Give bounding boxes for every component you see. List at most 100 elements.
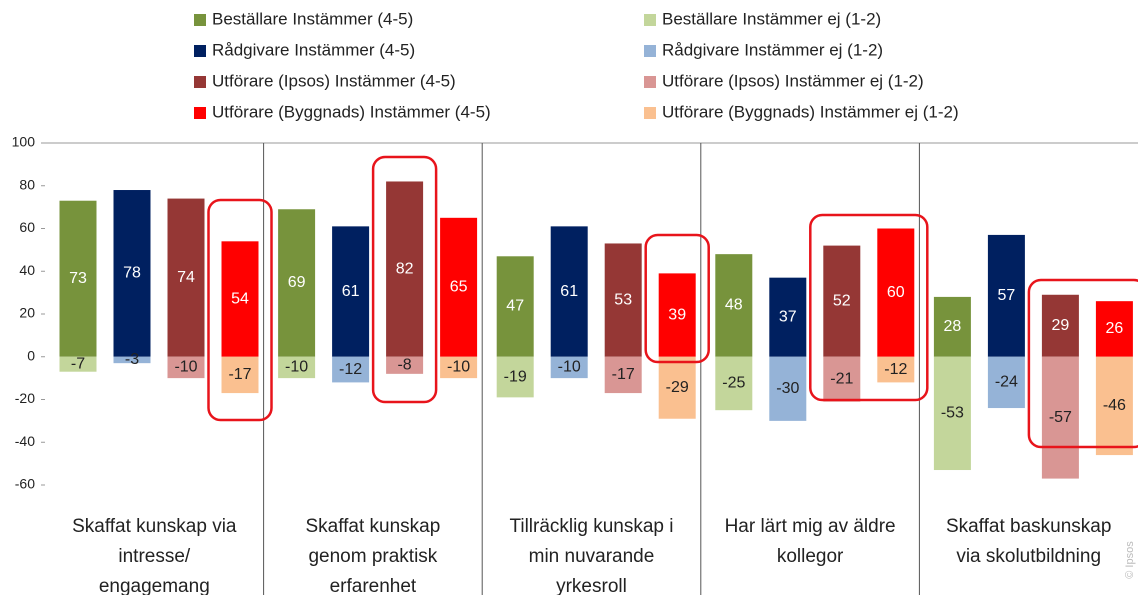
legend-label: Utförare (Byggnads) Instämmer ej (1-2) [662,102,959,121]
data-label: -12 [884,361,907,378]
data-label: -24 [995,374,1018,391]
x-tick-label: Skaffat kunskap genom praktisk erfarenhe… [305,516,441,595]
bar [167,356,205,379]
legend-swatch [644,76,656,88]
data-label: 29 [1052,317,1070,334]
y-tick-label: 40 [19,262,35,278]
x-tick-label: Har lärt mig av äldre kollegor [724,516,896,567]
bar [550,356,588,379]
legend-label: Beställare Instämmer ej (1-2) [662,9,881,28]
data-label: -10 [447,359,470,376]
bar [113,190,151,357]
x-tick-label: Skaffat kunskap via intresse/ engagemang [72,516,237,595]
data-label: 82 [396,260,414,277]
bar [769,277,807,357]
bar [221,356,259,394]
legend-swatch [644,107,656,119]
y-tick-label: -60 [15,476,35,492]
bar [987,356,1025,409]
legend-swatch [194,76,206,88]
data-label: 52 [833,292,851,309]
data-label: -17 [228,366,251,383]
bar [769,356,807,421]
y-tick-label: -20 [15,390,35,406]
y-tick-label: 20 [19,305,35,321]
data-label: 69 [288,274,306,291]
x-tick-label: Tillräcklig kunskap i min nuvarande yrke… [509,516,674,595]
y-tick-label: 0 [27,347,35,363]
highlight-box [644,233,710,364]
bar [987,234,1025,357]
y-tick-label: 60 [19,219,35,235]
bar [167,198,205,357]
bar [658,356,696,419]
data-label: 57 [998,287,1016,304]
data-label: -25 [722,375,745,392]
legend-swatch [194,107,206,119]
bar [113,356,151,364]
bar [877,228,915,357]
data-label: 61 [342,283,360,300]
bar [1041,356,1079,479]
data-label: 61 [560,283,578,300]
data-label: -12 [339,361,362,378]
data-label: 48 [725,297,743,314]
bar [604,356,642,394]
legend-swatch [194,14,206,26]
data-label: 37 [779,308,797,325]
bar [1095,356,1133,456]
bar [386,181,424,357]
data-label: -21 [830,370,853,387]
highlight-box [1027,278,1138,449]
data-label: 73 [69,270,87,287]
data-label: -10 [174,359,197,376]
data-label: 53 [614,291,632,308]
bar [715,254,753,357]
bar [440,356,478,379]
y-tick-label: 100 [12,134,36,150]
highlight-box [371,155,438,404]
data-label: 54 [231,290,249,307]
bar [59,200,97,357]
bar [658,273,696,357]
legend-label: Rådgivare Instämmer (4-5) [212,40,415,59]
bar [604,243,642,357]
bar [715,356,753,411]
legend-label: Utförare (Byggnads) Instämmer (4-5) [212,102,491,121]
bar [278,209,316,357]
bar [823,245,861,357]
legend-swatch [644,14,656,26]
x-tick-label: Skaffat baskunskap via skolutbildning [945,516,1112,567]
data-label: -3 [125,351,139,368]
bar [332,356,370,383]
data-label: 78 [123,265,141,282]
bar [278,356,316,379]
bar [440,217,478,357]
data-label: 74 [177,269,195,286]
highlight-box [809,213,929,402]
bar [823,356,861,402]
bar [221,241,259,357]
data-label: -57 [1049,409,1072,426]
bar [1095,301,1133,357]
watermark: © Ipsos [1124,541,1136,579]
legend-label: Rådgivare Instämmer ej (1-2) [662,40,883,59]
bar [550,226,588,357]
data-label: 60 [887,284,905,301]
legend-swatch [644,45,656,57]
data-label: 26 [1106,320,1124,337]
data-label: 28 [944,318,962,335]
data-label: 65 [450,279,468,296]
bar [1041,294,1079,357]
data-label: 39 [668,306,686,323]
data-label: 47 [506,298,524,315]
data-label: -7 [71,355,85,372]
bar [496,356,534,398]
data-label: -19 [504,368,527,385]
highlight-box [207,198,273,422]
data-label: -30 [776,380,799,397]
bar [877,356,915,383]
bar [933,356,971,471]
